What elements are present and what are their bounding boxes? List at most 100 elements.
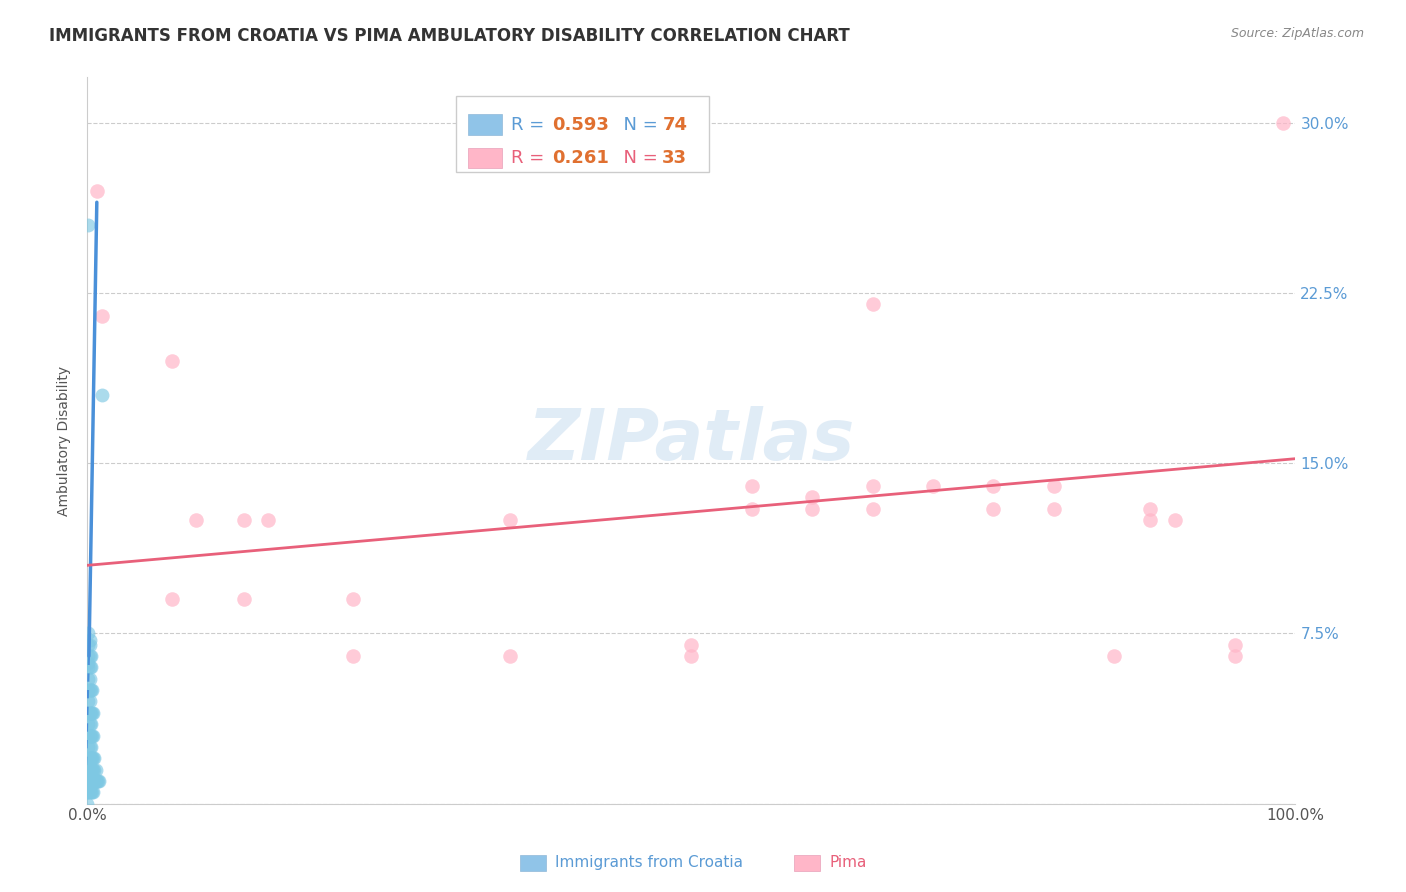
Point (77, 683, 100, 698)
Point (77, 218, 100, 232)
Point (79, 763, 101, 777)
Point (86, 184, 108, 198)
Point (79, 660, 101, 674)
Point (79, 729, 101, 743)
Point (1139, 513, 1161, 527)
Point (77, 638, 100, 652)
Point (83, 751, 105, 765)
Point (79, 638, 101, 652)
Point (160, 354, 183, 368)
Point (77, 767, 100, 781)
Point (1163, 513, 1185, 527)
Point (79, 785, 101, 799)
Point (82, 706, 104, 720)
Point (77, 656, 100, 670)
Point (80, 683, 103, 698)
Y-axis label: Ambulatory Disability: Ambulatory Disability (58, 366, 72, 516)
Point (80, 729, 103, 743)
Point (82, 751, 104, 765)
Point (77, 694, 100, 708)
Point (184, 513, 207, 527)
Point (862, 501, 884, 516)
Text: Immigrants from Croatia: Immigrants from Croatia (555, 855, 744, 870)
Point (983, 501, 1005, 516)
FancyBboxPatch shape (456, 95, 710, 172)
Point (80, 751, 103, 765)
Point (983, 479, 1005, 493)
Point (77, 739, 100, 754)
Point (79, 672, 101, 686)
Point (80, 763, 103, 777)
Point (681, 649, 703, 664)
Point (80, 706, 103, 720)
FancyBboxPatch shape (468, 114, 502, 135)
Point (82, 785, 104, 799)
Text: IMMIGRANTS FROM CROATIA VS PIMA AMBULATORY DISABILITY CORRELATION CHART: IMMIGRANTS FROM CROATIA VS PIMA AMBULATO… (49, 27, 851, 45)
Point (76, 785, 98, 799)
Point (77, 626, 100, 640)
Point (342, 649, 364, 664)
Point (80, 683, 103, 698)
FancyBboxPatch shape (468, 148, 502, 169)
Point (77, 672, 100, 686)
Point (1043, 479, 1066, 493)
Point (79, 751, 101, 765)
Text: Pima: Pima (830, 855, 868, 870)
Point (80, 717, 103, 731)
Point (79, 780, 101, 795)
Point (86, 773, 108, 788)
Point (84, 773, 107, 788)
Point (80, 773, 103, 788)
Point (77, 717, 100, 731)
Point (79, 633, 101, 648)
Point (741, 479, 763, 493)
Point (77, 769, 100, 783)
Text: R =: R = (512, 149, 550, 167)
Point (79, 649, 101, 664)
Point (1102, 649, 1125, 664)
Point (79, 773, 101, 788)
Text: 0.593: 0.593 (553, 116, 609, 134)
Point (80, 773, 103, 788)
Text: ZIPatlas: ZIPatlas (527, 406, 855, 475)
Point (77, 706, 100, 720)
Point (82, 773, 104, 788)
Point (83, 773, 105, 788)
Point (77, 763, 100, 777)
Point (84, 763, 107, 777)
Point (77, 780, 100, 795)
Point (79, 694, 101, 708)
Point (90, 309, 112, 323)
Point (1223, 649, 1246, 664)
Point (681, 638, 703, 652)
Point (80, 649, 103, 664)
Text: Source: ZipAtlas.com: Source: ZipAtlas.com (1230, 27, 1364, 40)
Text: 33: 33 (662, 149, 688, 167)
Point (76, 773, 98, 788)
Point (76, 785, 98, 799)
Point (499, 649, 522, 664)
Point (1139, 501, 1161, 516)
Point (76, 797, 98, 811)
Point (741, 501, 763, 516)
Point (87, 773, 110, 788)
Point (77, 751, 100, 765)
Point (342, 592, 364, 607)
Point (801, 490, 824, 504)
Point (90, 388, 112, 402)
Point (77, 779, 100, 793)
Point (80, 739, 103, 754)
Point (83, 763, 105, 777)
Point (79, 717, 101, 731)
Point (77, 729, 100, 743)
Point (80, 751, 103, 765)
Point (79, 739, 101, 754)
Point (1223, 638, 1246, 652)
Point (1043, 501, 1066, 516)
Text: N =: N = (612, 149, 664, 167)
Point (77, 660, 100, 674)
Point (160, 592, 183, 607)
Point (82, 729, 104, 743)
Text: N =: N = (612, 116, 664, 134)
Point (257, 513, 280, 527)
